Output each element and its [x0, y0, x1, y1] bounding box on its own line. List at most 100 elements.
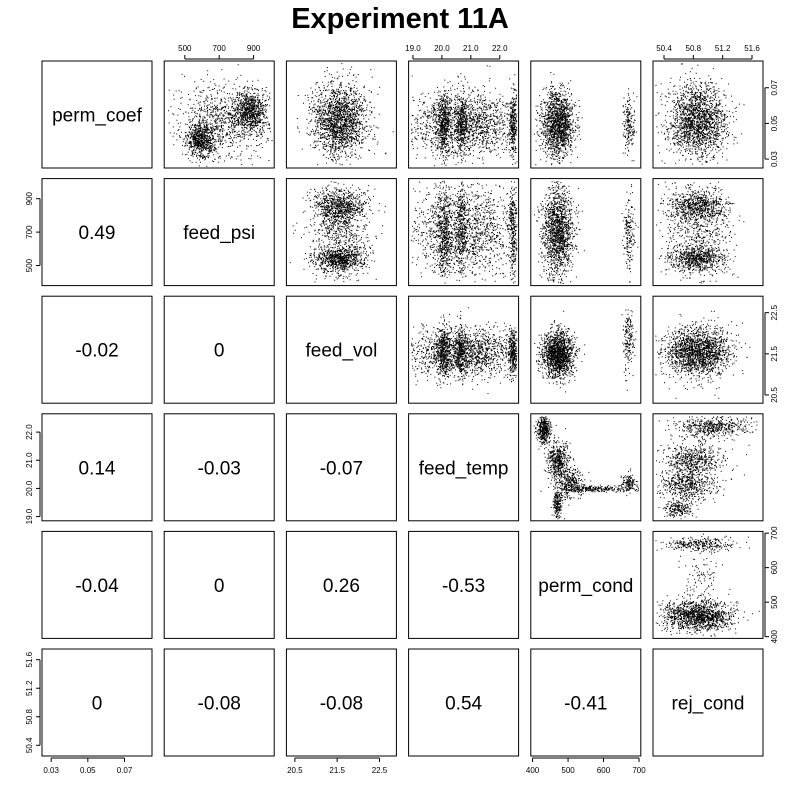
scatter-feed_vol-vs-rej_cond — [655, 310, 751, 399]
scatter-points — [533, 72, 638, 166]
tick-label: 700 — [632, 766, 646, 775]
panel-perm_coef-perm_cond — [530, 60, 642, 169]
scatter-points — [534, 309, 637, 393]
scatter-points — [655, 63, 745, 165]
scatter-feed_vol-vs-feed_temp — [410, 307, 518, 394]
tick-label: 51.6 — [744, 44, 760, 53]
panel-feed_temp-feed_psi — [163, 413, 275, 522]
axis-right-perm_coef: 0.03 0.05 0.07 — [764, 79, 779, 167]
scatter-feed_psi-vs-perm_cond — [534, 181, 639, 284]
scatter-points — [656, 416, 758, 520]
panel-perm_coef-feed_temp — [408, 60, 520, 169]
scatter-points — [410, 180, 518, 284]
tick-label: 900 — [25, 191, 34, 205]
axis-left-feed_psi: 500 700 900 — [25, 191, 41, 272]
scatter-perm_coef-vs-feed_psi — [168, 64, 273, 167]
tick-label: 0.07 — [770, 79, 779, 95]
panel-feed_vol-perm_coef — [41, 295, 153, 404]
panel-feed_psi-perm_coef — [41, 178, 153, 287]
scatter-points — [296, 63, 394, 166]
tick-label: 0.03 — [43, 766, 59, 775]
tick-label: 21.5 — [770, 345, 779, 361]
panel-rej_cond-rej_cond — [652, 648, 764, 757]
panel-perm_cond-rej_cond — [652, 530, 764, 639]
panel-feed_psi-feed_psi — [163, 178, 275, 287]
panel-rej_cond-perm_coef — [41, 648, 153, 757]
variable-label-perm_cond: perm_cond — [538, 576, 633, 597]
tick-label: 21.0 — [463, 44, 479, 53]
panel-feed_vol-perm_cond — [530, 295, 642, 404]
tick-label: 20.0 — [434, 44, 450, 53]
scatter-points — [655, 533, 760, 637]
tick-label: 21.0 — [25, 452, 34, 468]
panel-perm_coef-perm_coef — [41, 60, 153, 169]
axis-right-feed_vol: 20.5 21.5 22.5 — [764, 304, 779, 403]
tick-label: 0.05 — [80, 766, 96, 775]
tick-label: 700 — [770, 526, 779, 540]
scatter-points — [289, 181, 386, 283]
panel-feed_psi-feed_vol — [285, 178, 397, 287]
tick-label: 400 — [526, 766, 540, 775]
variable-label-feed_temp: feed_temp — [419, 458, 509, 479]
axis-top-feed_psi: 500 700 900 — [178, 44, 261, 60]
tick-label: 600 — [597, 766, 611, 775]
panel-perm_coef-feed_psi — [163, 60, 275, 169]
tick-label: 19.0 — [405, 44, 421, 53]
panel-perm_cond-perm_coef — [41, 530, 153, 639]
tick-label: 50.4 — [656, 44, 672, 53]
tick-label: 51.6 — [25, 651, 34, 667]
panel-feed_temp-rej_cond — [652, 413, 764, 522]
correlation-value: 0.49 — [79, 223, 116, 244]
panel-perm_coef-rej_cond — [652, 60, 764, 169]
correlation-value: 0 — [214, 341, 225, 362]
scatter-points — [533, 416, 639, 520]
tick-label: 500 — [178, 44, 192, 53]
correlation-value: 0 — [92, 694, 103, 715]
panel-feed_psi-perm_cond — [530, 178, 642, 287]
tick-label: 0.07 — [117, 766, 133, 775]
tick-label: 600 — [770, 560, 779, 574]
correlation-value: -0.41 — [564, 694, 607, 715]
variable-label-feed_psi: feed_psi — [183, 223, 255, 244]
tick-label: 500 — [25, 258, 34, 272]
chart-title: Experiment 11A — [291, 3, 509, 35]
panel-feed_psi-feed_temp — [408, 178, 520, 287]
tick-label: 22.0 — [492, 44, 508, 53]
tick-label: 20.0 — [25, 480, 34, 496]
axis-bottom-feed_vol: 20.5 21.5 22.5 — [287, 757, 388, 775]
correlation-value: 0.26 — [323, 576, 360, 597]
scatter-perm_coef-vs-feed_temp — [410, 65, 518, 167]
panel-rej_cond-feed_temp — [408, 648, 520, 757]
variable-label-rej_cond: rej_cond — [672, 694, 745, 715]
panel-feed_temp-feed_vol — [285, 413, 397, 522]
scatter-perm_cond-vs-rej_cond — [655, 533, 760, 637]
tick-label: 50.8 — [686, 44, 702, 53]
panel-perm_coef-feed_vol — [285, 60, 397, 169]
axis-right-perm_cond: 400 500 600 700 — [764, 526, 779, 643]
scatter-feed_psi-vs-feed_temp — [410, 180, 518, 284]
tick-label: 21.5 — [329, 766, 345, 775]
axis-left-feed_temp: 19.0 20.0 21.0 22.0 — [25, 424, 41, 524]
scatter-points — [534, 181, 639, 284]
scatter-points — [410, 307, 518, 394]
panel-rej_cond-feed_vol — [285, 648, 397, 757]
correlation-value: -0.08 — [320, 694, 363, 715]
tick-label: 20.5 — [770, 387, 779, 403]
tick-label: 0.05 — [770, 115, 779, 131]
panel-feed_psi-rej_cond — [652, 178, 764, 287]
tick-label: 20.5 — [287, 766, 303, 775]
panel-feed_temp-perm_cond — [530, 413, 642, 522]
tick-label: 700 — [213, 44, 227, 53]
scatter-points — [656, 181, 745, 284]
tick-label: 700 — [25, 225, 34, 239]
correlation-value: -0.53 — [442, 576, 485, 597]
panel-rej_cond-perm_cond — [530, 648, 642, 757]
panel-perm_cond-feed_temp — [408, 530, 520, 639]
tick-label: 500 — [770, 595, 779, 609]
correlation-value: 0.54 — [445, 694, 482, 715]
panel-feed_vol-feed_temp — [408, 295, 520, 404]
scatter-points — [655, 310, 751, 399]
tick-label: 50.4 — [25, 737, 34, 753]
panel-perm_cond-feed_vol — [285, 530, 397, 639]
variable-label-perm_coef: perm_coef — [52, 106, 142, 127]
